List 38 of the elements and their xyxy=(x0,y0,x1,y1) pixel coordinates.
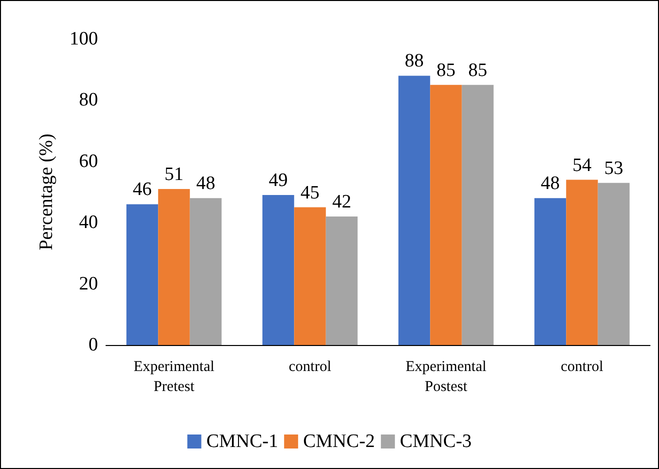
x-tick-label: Experimental Postest xyxy=(406,359,486,395)
bar xyxy=(398,76,430,345)
bar xyxy=(462,84,494,345)
data-label: 53 xyxy=(604,158,624,179)
data-label: 45 xyxy=(300,182,320,204)
data-label: 49 xyxy=(268,170,288,192)
bar xyxy=(566,180,598,345)
bar xyxy=(534,198,566,345)
x-tick-label: control xyxy=(288,359,332,375)
bar xyxy=(598,182,630,345)
bar xyxy=(126,204,158,345)
data-label: 88 xyxy=(404,50,424,72)
data-label: 42 xyxy=(332,191,352,212)
data-label: 85 xyxy=(436,60,456,81)
data-label: 51 xyxy=(164,164,184,185)
legend-label: CMNC-3 xyxy=(400,431,472,452)
bar xyxy=(158,188,190,345)
legend-label: CMNC-1 xyxy=(206,431,278,452)
y-tick-label: 60 xyxy=(79,150,98,172)
y-tick-label: 100 xyxy=(70,28,98,50)
data-label: 46 xyxy=(132,179,152,200)
bar xyxy=(294,207,326,345)
y-tick-label: 80 xyxy=(79,90,98,111)
data-label: 85 xyxy=(468,60,488,81)
x-tick-label: Experimental Pretest xyxy=(134,359,214,395)
y-tick-label: 40 xyxy=(79,212,98,234)
data-label: 54 xyxy=(572,154,592,176)
y-tick-label: 0 xyxy=(88,334,98,356)
bar xyxy=(262,195,294,345)
bar xyxy=(190,198,222,345)
data-label: 48 xyxy=(540,173,560,194)
x-tick-label: control xyxy=(560,359,604,375)
y-axis-title: Percentage (%) xyxy=(36,134,57,250)
y-tick-label: 20 xyxy=(79,273,98,294)
bar xyxy=(430,84,462,345)
data-label: 48 xyxy=(196,173,216,194)
legend-label: CMNC-2 xyxy=(303,431,375,452)
bar xyxy=(326,216,358,345)
